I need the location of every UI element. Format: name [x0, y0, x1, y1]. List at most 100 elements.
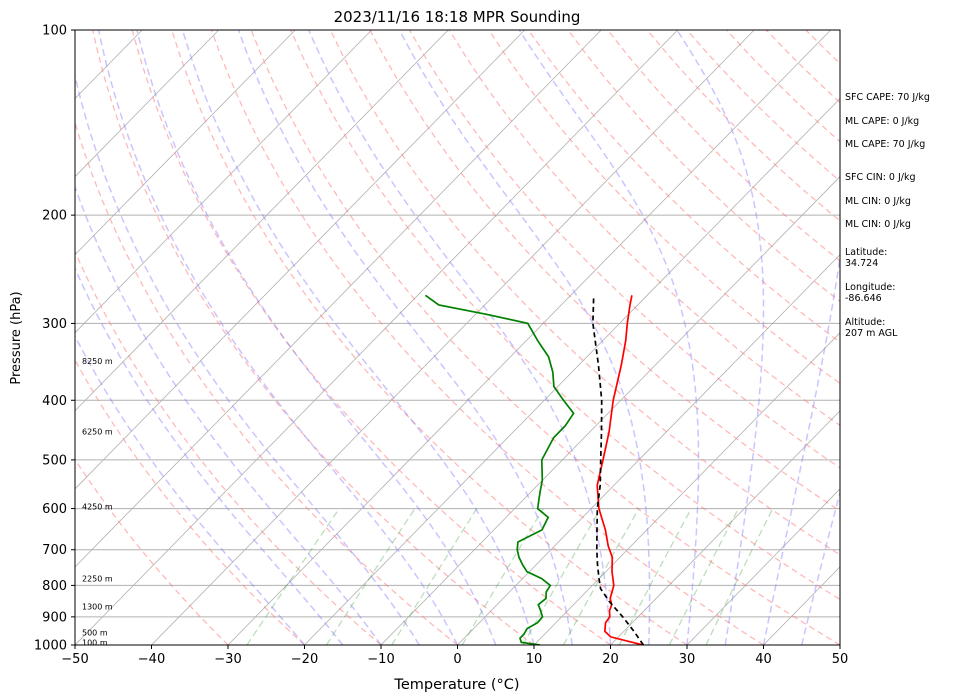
- sfc-cape: SFC CAPE: 70 J/kg: [845, 92, 930, 103]
- isotherm: [533, 332, 840, 645]
- mixing-ratio-line: [705, 508, 774, 645]
- ml-cape-2: ML CAPE: 70 J/kg: [845, 139, 926, 150]
- mixing-ratio-line: [522, 508, 602, 645]
- dry-adiabat: [329, 30, 840, 556]
- mixing-ratio-line: [391, 508, 478, 645]
- latitude: Latitude: 34.724: [845, 247, 888, 269]
- chart-title: 2023/11/16 18:18 MPR Sounding: [334, 8, 581, 26]
- moist-adiabat: [75, 72, 420, 645]
- x-tick-label: 40: [755, 652, 772, 667]
- isotherm: [610, 410, 840, 645]
- moist-adiabat: [801, 489, 840, 645]
- longitude: Longitude: -86.646: [845, 282, 896, 304]
- mixing-ratio-line: [325, 508, 416, 645]
- dry-adiabat: [75, 249, 382, 645]
- axes: −50 −40 −30 −20 −10 0 10 20 30 40 50 100 200 300 400 50…: [34, 24, 848, 668]
- x-tick-label: 0: [453, 652, 461, 667]
- y-tick-label: 300: [42, 317, 67, 332]
- x-tick-label: 10: [526, 652, 543, 667]
- dry-adiabat: [210, 30, 764, 645]
- profile-line-2: [424, 294, 575, 645]
- isotherm: [457, 254, 840, 645]
- x-tick-label: −30: [214, 652, 241, 667]
- moist-adiabat: [518, 30, 700, 645]
- isotherm: [75, 30, 219, 178]
- moist-adiabat: [136, 30, 497, 645]
- isotherm: [227, 30, 831, 645]
- mixing-ratio-line: [562, 508, 640, 645]
- dry-adiabat: [171, 30, 688, 645]
- dry-adiabat: [75, 358, 305, 645]
- height-label: 500 m: [82, 629, 108, 638]
- ml-cape-1: ML CAPE: 0 J/kg: [845, 116, 920, 127]
- ml-cin-2: ML CIN: 0 J/kg: [845, 219, 911, 230]
- y-tick-label: 900: [42, 610, 67, 625]
- dry-adiabat: [409, 30, 840, 469]
- x-tick-label: −20: [291, 652, 318, 667]
- moist-adiabat: [398, 30, 651, 645]
- isotherm: [75, 30, 678, 645]
- mixing-ratio-line: [618, 508, 692, 645]
- isotherm: [75, 30, 449, 412]
- x-tick-label: −10: [367, 652, 394, 667]
- dry-adiabat: [448, 30, 840, 427]
- isotherm: [686, 488, 840, 645]
- mixing-ratio-line: [461, 508, 544, 645]
- y-tick-label: 200: [42, 209, 67, 224]
- y-tick-label: 600: [42, 502, 67, 517]
- sfc-cin: SFC CIN: 0 J/kg: [845, 172, 916, 183]
- moist-adiabat: [237, 30, 574, 645]
- isotherm: [75, 30, 602, 568]
- y-tick-label: 700: [42, 543, 67, 558]
- height-label: 2250 m: [82, 575, 113, 584]
- background-lines: [75, 30, 840, 645]
- dry-adiabat: [250, 30, 840, 645]
- dry-adiabat: [488, 30, 840, 385]
- dry-adiabat: [290, 30, 840, 601]
- dry-adiabat: [527, 30, 840, 343]
- y-tick-label: 400: [42, 394, 67, 409]
- sounding-profiles: [424, 294, 645, 645]
- mixing-ratio-line: [246, 508, 340, 645]
- plot-frame: [74, 29, 841, 646]
- moist-adiabat: [308, 30, 612, 645]
- moist-adiabat: [97, 30, 459, 645]
- y-axis-label: Pressure (hPa): [9, 291, 24, 384]
- height-label: 8250 m: [82, 357, 113, 366]
- y-tick-label: 500: [42, 453, 67, 468]
- altitude: Altitude: 207 m AGL: [845, 317, 898, 339]
- mixing-ratio-line: [668, 508, 739, 645]
- x-tick-label: −50: [61, 652, 88, 667]
- moist-adiabat: [75, 334, 306, 645]
- y-tick-label: 1000: [34, 639, 67, 654]
- height-label: 1300 m: [82, 602, 113, 611]
- isotherm: [75, 30, 372, 334]
- y-tick-label: 800: [42, 579, 67, 594]
- dry-adiabat: [91, 30, 535, 645]
- moist-adiabat: [181, 30, 535, 645]
- profile-line-3: [592, 295, 645, 645]
- dry-adiabat: [75, 458, 229, 645]
- height-label: 4250 m: [82, 502, 113, 511]
- dry-adiabat: [369, 30, 840, 512]
- moist-adiabat: [762, 252, 840, 645]
- isotherm: [304, 97, 840, 645]
- moist-adiabat: [75, 266, 344, 645]
- x-tick-label: −40: [138, 652, 165, 667]
- ml-cin-1: ML CIN: 0 J/kg: [845, 196, 911, 207]
- height-label: 100 m: [82, 638, 108, 647]
- x-tick-label: 30: [679, 652, 696, 667]
- x-axis-label: Temperature (°C): [393, 677, 519, 693]
- y-tick-label: 100: [42, 24, 67, 39]
- height-label: 6250 m: [82, 428, 113, 437]
- dry-adiabat: [131, 30, 611, 645]
- x-tick-label: 20: [602, 652, 619, 667]
- isotherm: [75, 30, 525, 490]
- x-tick-label: 50: [832, 652, 849, 667]
- dry-adiabat: [75, 120, 458, 645]
- isotherm: [380, 176, 840, 645]
- isotherm: [151, 30, 755, 645]
- isotherm: [75, 30, 296, 256]
- profile-line-1: [596, 295, 644, 645]
